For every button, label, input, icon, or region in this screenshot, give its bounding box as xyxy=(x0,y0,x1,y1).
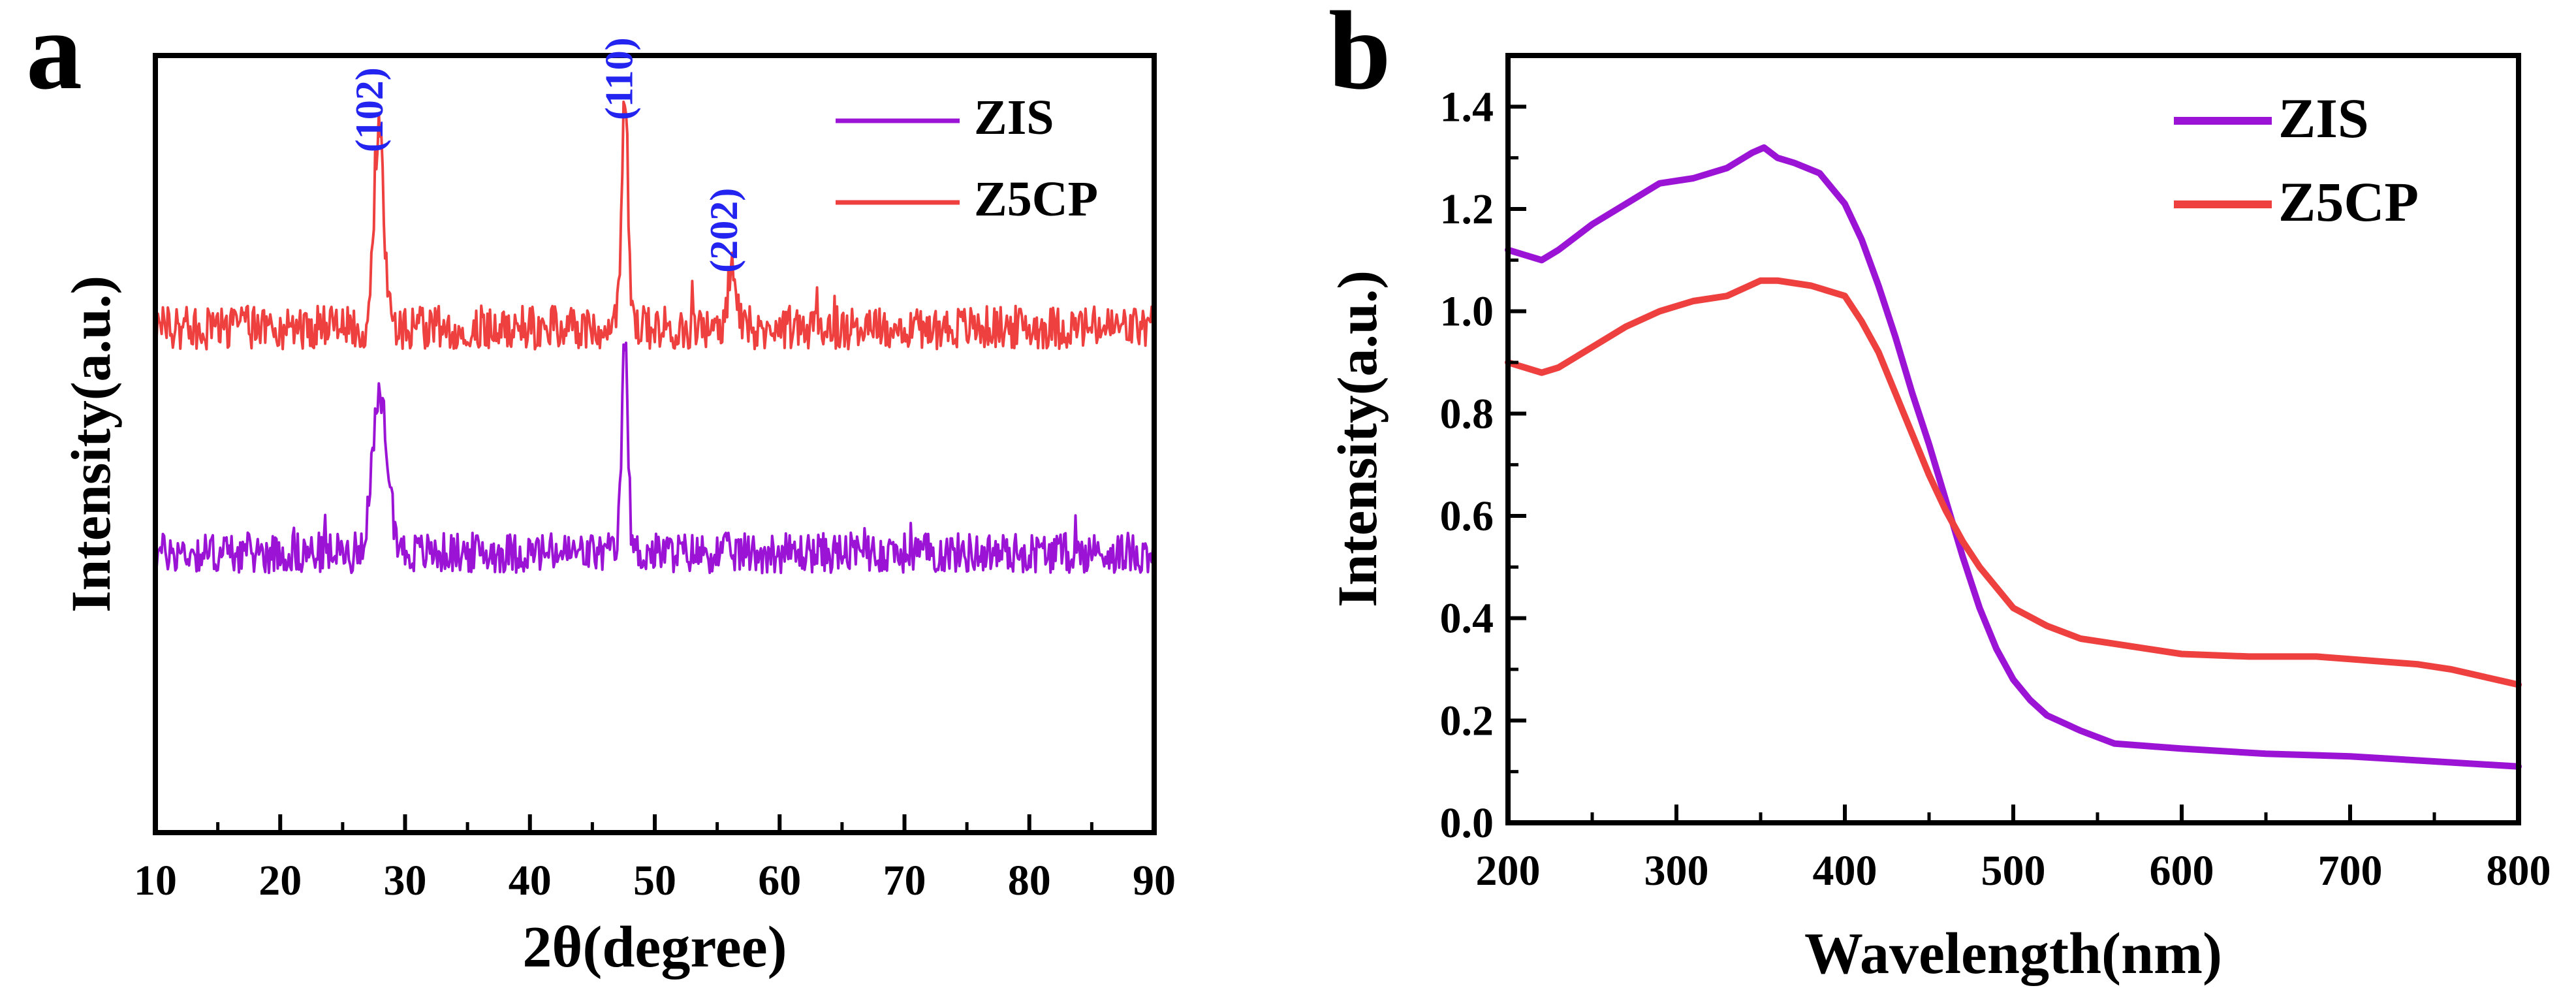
panel-b-legend: ZIS Z5CP xyxy=(2174,87,2419,233)
series-line-zis xyxy=(154,342,1155,575)
legend-a-zis-label: ZIS xyxy=(974,90,1054,145)
legend-b-zis-label: ZIS xyxy=(2278,87,2369,150)
panel-a-xrd-chart: a 10 20 30 40 50 60 70 80 90 (102) (110) (202) ZIS… xyxy=(26,0,1176,980)
panel-b-axis-ticks: 200 300 400 500 600 700 800 0.0 0.2 0.4 0.6 0.8 1.0 1… xyxy=(1440,54,2551,895)
legend-b-z5cp-label: Z5CP xyxy=(2278,170,2419,233)
x-tick-label: 20 xyxy=(259,857,302,904)
x-tick-label: 60 xyxy=(758,857,801,904)
miller-index-annotation: (110) xyxy=(598,37,641,120)
x-tick-label: 300 xyxy=(1644,847,1709,895)
y-tick-label: 0.4 xyxy=(1440,595,1494,643)
y-tick-label: 1.4 xyxy=(1440,83,1494,131)
x-tick-label: 70 xyxy=(883,857,926,904)
panel-a-series-group xyxy=(154,101,1155,575)
series-line-z5cp xyxy=(154,101,1155,351)
x-tick-label: 40 xyxy=(509,857,552,904)
panel-b-y-axis-label: Intensity(a.u.) xyxy=(1326,270,1389,607)
panel-a-annotations: (102) (110) (202) xyxy=(348,37,746,272)
x-tick-label: 400 xyxy=(1813,847,1877,895)
miller-index-annotation: (202) xyxy=(702,188,746,273)
y-tick-label: 0.2 xyxy=(1440,697,1494,744)
panel-a-y-axis-label: Intensity(a.u.) xyxy=(59,276,122,613)
x-tick-label: 700 xyxy=(2318,847,2383,895)
panel-b-series-group xyxy=(1505,144,2522,770)
x-tick-label: 90 xyxy=(1133,857,1176,904)
y-tick-label: 1.0 xyxy=(1440,288,1494,336)
panel-a-letter: a xyxy=(26,0,82,113)
y-tick-label: 0.8 xyxy=(1440,390,1494,438)
panel-a-x-axis-label: 2θ(degree) xyxy=(522,915,787,980)
x-tick-label: 30 xyxy=(384,857,427,904)
miller-index-annotation: (102) xyxy=(348,67,391,152)
series-line-zis xyxy=(1505,144,2522,770)
x-tick-label: 10 xyxy=(134,857,177,904)
panel-a-legend: ZIS Z5CP xyxy=(836,90,1098,227)
y-tick-label: 0.6 xyxy=(1440,492,1494,540)
legend-a-z5cp-label: Z5CP xyxy=(974,172,1098,227)
panel-b-letter: b xyxy=(1328,0,1391,113)
x-tick-label: 800 xyxy=(2487,847,2551,895)
x-tick-label: 600 xyxy=(2150,847,2214,895)
panel-b-absorbance-chart: b 200 300 400 500 600 700 800 0.0 0.2 0.4 0.6 0.8 1.… xyxy=(1326,0,2551,986)
y-tick-label: 1.2 xyxy=(1440,185,1494,233)
x-tick-label: 80 xyxy=(1008,857,1051,904)
x-tick-label: 200 xyxy=(1476,847,1541,895)
panel-b-x-axis-label: Wavelength(nm) xyxy=(1804,921,2222,986)
x-tick-label: 50 xyxy=(633,857,676,904)
series-line-z5cp xyxy=(1505,277,2522,688)
x-tick-label: 500 xyxy=(1981,847,2046,895)
panel-a-x-ticks: 10 20 30 40 50 60 70 80 90 xyxy=(134,814,1176,904)
y-tick-label: 0.0 xyxy=(1440,799,1494,847)
